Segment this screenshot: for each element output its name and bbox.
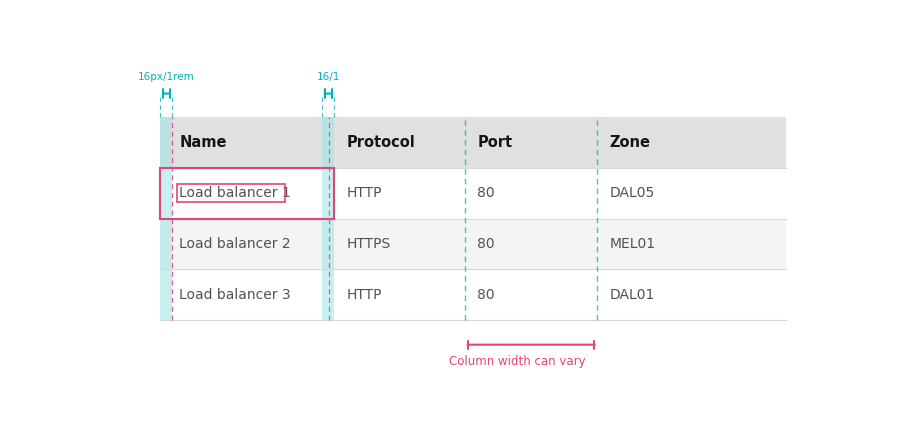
Bar [160,168,786,219]
Bar [160,219,786,269]
Text: Column width can vary: Column width can vary [449,354,585,368]
Text: DAL05: DAL05 [610,186,655,200]
Text: Port: Port [477,135,512,150]
Text: Load balancer 2: Load balancer 2 [179,237,291,251]
Text: HTTP: HTTP [346,186,382,200]
Text: HTTPS: HTTPS [346,237,392,251]
Text: Load balancer 3: Load balancer 3 [179,288,291,302]
Bar [176,184,284,202]
Bar [160,269,786,320]
Text: Name: Name [179,135,227,150]
Text: 16px/1rem: 16px/1rem [138,72,194,82]
Text: Protocol: Protocol [346,135,416,150]
Text: MEL01: MEL01 [610,237,656,251]
Text: Load balancer 1: Load balancer 1 [179,186,292,200]
Bar [160,117,173,320]
Text: HTTP: HTTP [346,288,382,302]
Bar [160,117,786,168]
Bar [322,117,334,320]
Text: DAL01: DAL01 [610,288,655,302]
Text: 80: 80 [477,237,495,251]
Text: Zone: Zone [610,135,651,150]
Text: 80: 80 [477,186,495,200]
Bar [160,168,334,219]
Text: 16/1: 16/1 [316,72,339,82]
Text: 80: 80 [477,288,495,302]
